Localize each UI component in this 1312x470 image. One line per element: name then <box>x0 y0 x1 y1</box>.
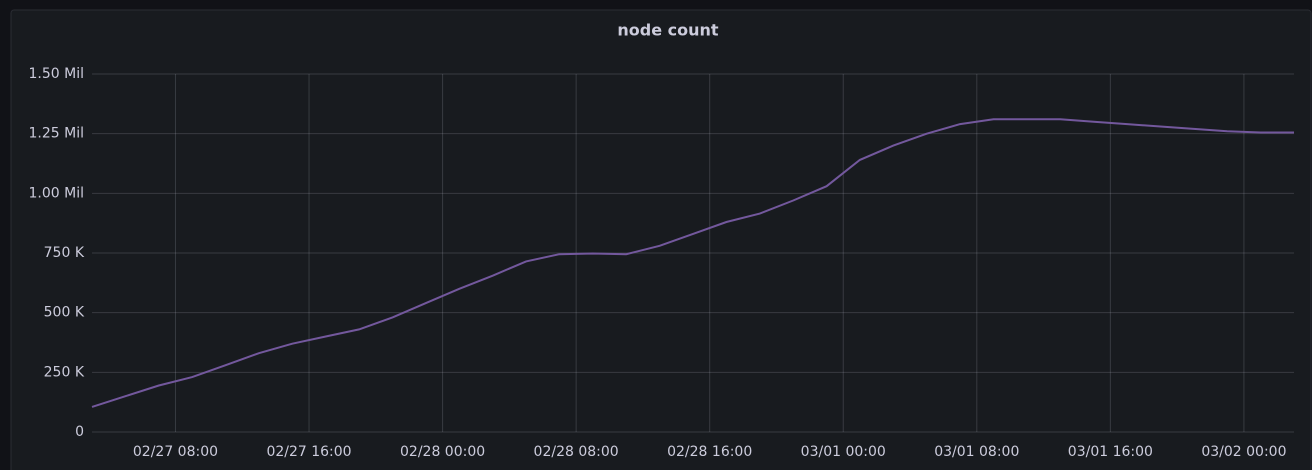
y-tick-label: 1.00 Mil <box>29 185 84 201</box>
x-tick-label: 02/27 16:00 <box>266 444 351 460</box>
y-tick-label: 500 K <box>44 305 85 321</box>
x-tick-label: 02/28 00:00 <box>400 444 485 460</box>
y-tick-label: 750 K <box>44 245 85 261</box>
x-tick-label: 03/02 00:00 <box>1201 444 1286 460</box>
y-tick-label: 1.50 Mil <box>29 66 84 82</box>
panel <box>10 9 1312 470</box>
x-tick-label: 03/01 16:00 <box>1068 444 1153 460</box>
y-tick-label: 0 <box>75 424 84 440</box>
data-line <box>91 118 1294 408</box>
x-tick-label: 03/01 00:00 <box>801 444 886 460</box>
y-tick-label: 1.25 Mil <box>29 126 84 142</box>
x-tick-label: 02/27 08:00 <box>133 444 218 460</box>
x-tick-label: 03/01 08:00 <box>934 444 1019 460</box>
x-tick-label: 02/28 16:00 <box>667 444 752 460</box>
chart-title: node count <box>617 21 719 40</box>
y-tick-label: 250 K <box>44 364 85 380</box>
x-tick-label: 02/28 08:00 <box>534 444 619 460</box>
